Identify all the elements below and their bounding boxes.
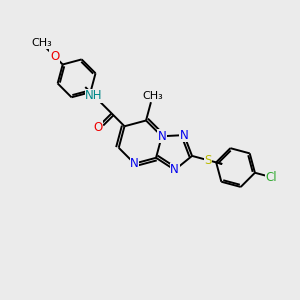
Text: CH₃: CH₃ <box>31 38 52 48</box>
Text: O: O <box>93 121 102 134</box>
Text: NH: NH <box>85 89 103 102</box>
Text: N: N <box>158 130 166 143</box>
Text: S: S <box>204 154 212 167</box>
Text: N: N <box>180 129 188 142</box>
Text: CH₃: CH₃ <box>142 91 163 101</box>
Text: N: N <box>130 157 139 170</box>
Text: N: N <box>170 164 179 176</box>
Text: O: O <box>50 50 59 63</box>
Text: Cl: Cl <box>266 171 277 184</box>
